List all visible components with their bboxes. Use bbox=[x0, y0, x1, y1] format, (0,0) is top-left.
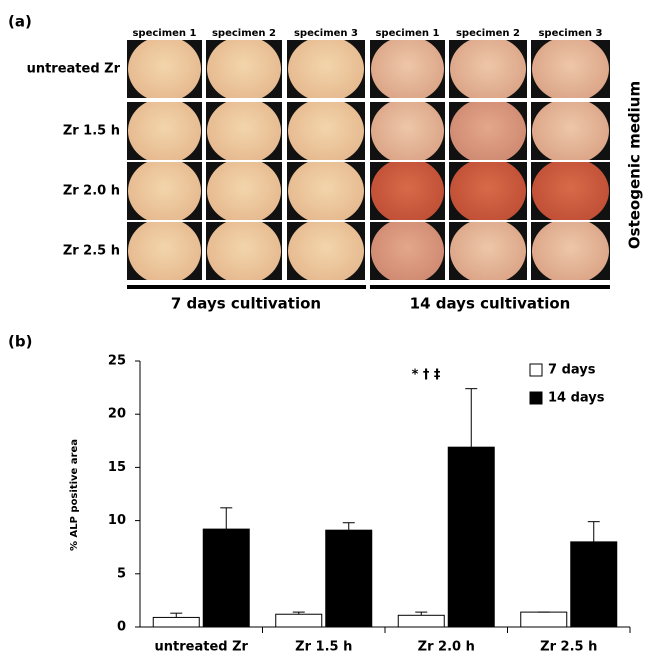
bar bbox=[202, 528, 250, 628]
photo bbox=[450, 158, 526, 224]
column-header: specimen 2 bbox=[212, 28, 276, 39]
photo bbox=[450, 98, 526, 164]
bar bbox=[397, 614, 445, 628]
row-label: Zr 2.0 h bbox=[63, 184, 120, 199]
bar bbox=[275, 613, 323, 628]
x-tick-label: Zr 1.5 h bbox=[295, 640, 352, 655]
row-label: Zr 1.5 h bbox=[63, 124, 120, 139]
y-tick-label: 0 bbox=[117, 620, 126, 635]
photo bbox=[128, 36, 201, 102]
annotation: * † ‡ bbox=[412, 368, 441, 383]
photo bbox=[371, 98, 444, 164]
photo bbox=[207, 158, 281, 224]
photo bbox=[532, 218, 609, 284]
y-axis-label: % ALP positive area bbox=[69, 439, 80, 551]
panel-label: (a) bbox=[8, 13, 32, 31]
x-tick-label: untreated Zr bbox=[155, 640, 249, 655]
photo bbox=[288, 36, 364, 102]
column-header: specimen 3 bbox=[538, 28, 602, 39]
row-label: untreated Zr bbox=[27, 62, 121, 77]
photo bbox=[532, 158, 609, 224]
column-header: specimen 1 bbox=[375, 28, 439, 39]
group-label: 14 days cultivation bbox=[410, 295, 571, 313]
y-tick-label: 20 bbox=[108, 407, 126, 422]
x-tick-label: Zr 2.0 h bbox=[418, 640, 475, 655]
panel-label: (b) bbox=[8, 333, 32, 351]
photo bbox=[207, 36, 281, 102]
x-tick-label: Zr 2.5 h bbox=[540, 640, 597, 655]
photo bbox=[128, 158, 201, 224]
legend-swatch bbox=[529, 391, 543, 405]
row-label: Zr 2.5 h bbox=[63, 244, 120, 259]
photo bbox=[207, 218, 281, 284]
side-label: Osteogenic medium bbox=[626, 81, 644, 249]
column-header: specimen 1 bbox=[132, 28, 196, 39]
y-tick-label: 5 bbox=[117, 566, 126, 581]
photo bbox=[371, 158, 444, 224]
y-tick-label: 25 bbox=[108, 354, 126, 369]
photo bbox=[288, 98, 364, 164]
bar bbox=[570, 541, 618, 628]
bar bbox=[152, 616, 200, 628]
column-header: specimen 3 bbox=[294, 28, 358, 39]
y-tick-label: 10 bbox=[108, 513, 126, 528]
photo bbox=[371, 36, 444, 102]
bar bbox=[325, 529, 373, 628]
photo bbox=[532, 98, 609, 164]
photo bbox=[532, 36, 609, 102]
photo bbox=[450, 218, 526, 284]
photo bbox=[207, 98, 281, 164]
bar bbox=[447, 446, 495, 628]
photo bbox=[128, 218, 201, 284]
legend-label: 7 days bbox=[548, 363, 596, 378]
group-bar bbox=[127, 285, 366, 289]
y-tick-label: 15 bbox=[108, 460, 126, 475]
group-label: 7 days cultivation bbox=[171, 295, 321, 313]
legend-label: 14 days bbox=[548, 391, 605, 406]
photo bbox=[288, 158, 364, 224]
bar bbox=[520, 611, 568, 628]
legend-swatch bbox=[529, 363, 543, 377]
photo bbox=[288, 218, 364, 284]
photo bbox=[128, 98, 201, 164]
group-bar bbox=[370, 285, 610, 289]
photo bbox=[371, 218, 444, 284]
photo bbox=[450, 36, 526, 102]
column-header: specimen 2 bbox=[456, 28, 520, 39]
